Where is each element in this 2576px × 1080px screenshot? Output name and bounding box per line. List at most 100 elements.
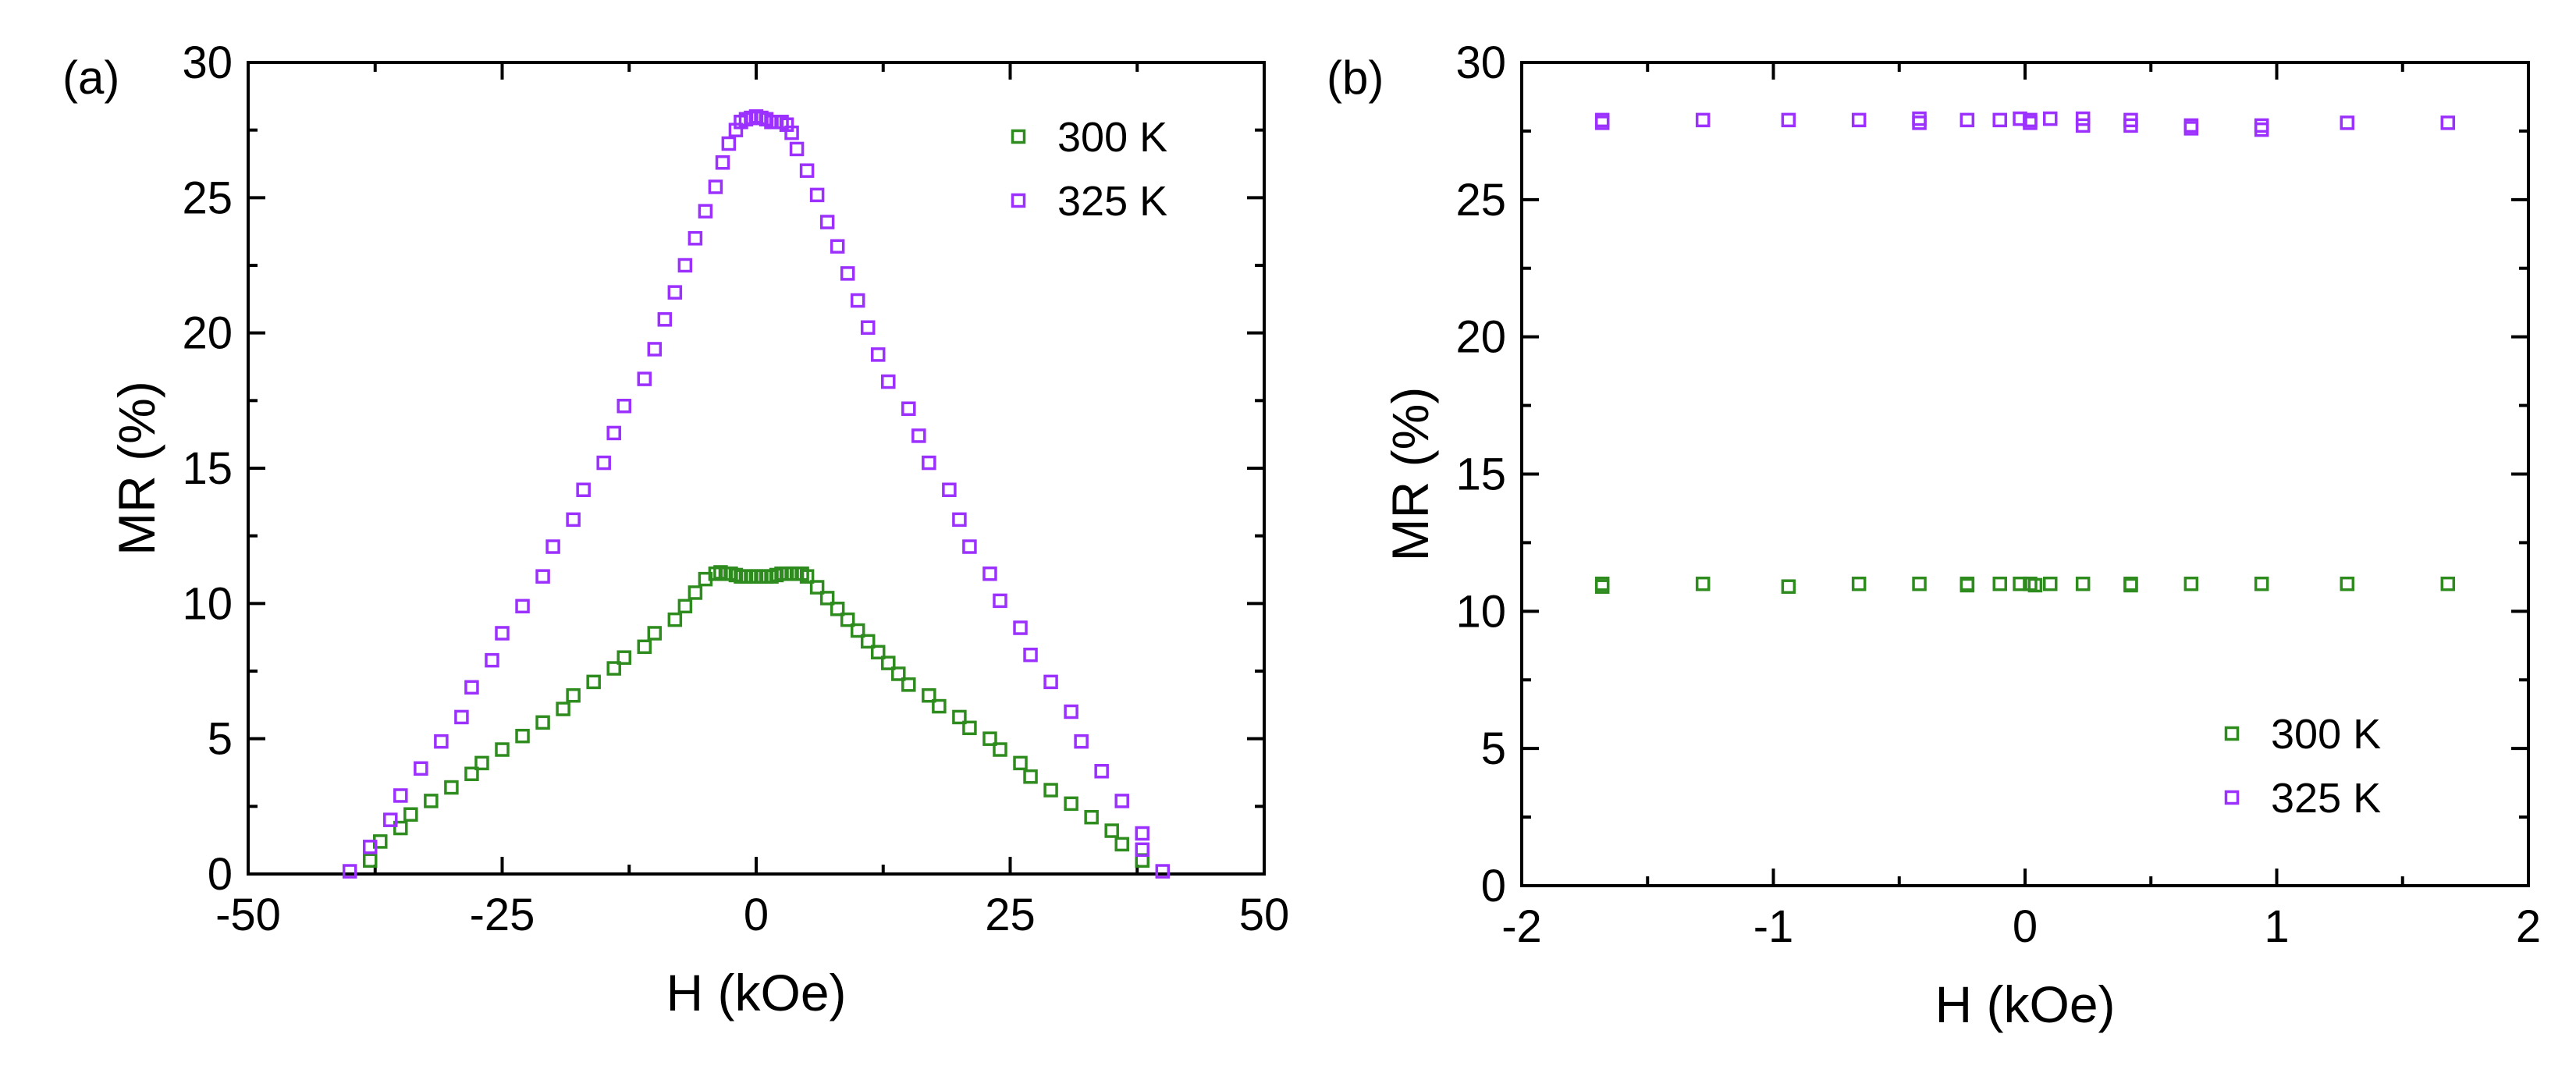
panel-a-y-tick-label: 10 (182, 578, 233, 629)
data-point (647, 626, 663, 641)
data-point (566, 512, 581, 528)
data-point (952, 512, 967, 528)
data-point (1594, 579, 1610, 594)
data-point (1064, 704, 1078, 719)
panel-a-label: (a) (62, 52, 119, 104)
data-point (789, 141, 805, 157)
data-point (1114, 837, 1129, 852)
data-point (586, 674, 601, 690)
data-point (708, 179, 723, 194)
panel-a-y-tick-label: 5 (208, 714, 233, 765)
data-point (616, 399, 631, 414)
data-point (840, 612, 855, 627)
panel-b-x-axis-title: H (kOe) (1935, 975, 2116, 1033)
panel-b-series-300k (1594, 576, 2456, 594)
panel-a-x-tick-label: 25 (985, 890, 1036, 940)
data-point (1074, 734, 1089, 749)
data-point (809, 580, 825, 595)
data-point (342, 864, 357, 879)
data-point (830, 602, 845, 616)
data-point (464, 680, 479, 695)
panel-b-legend-label: 325 K (2271, 775, 2381, 822)
panel-b-y-tick-label: 25 (1455, 175, 1506, 226)
data-point (1960, 577, 1975, 593)
data-point (819, 215, 835, 229)
data-point (2023, 115, 2038, 130)
data-point (474, 755, 489, 771)
data-point (667, 285, 683, 300)
data-point (616, 650, 631, 665)
data-point (2027, 577, 2043, 593)
data-point (962, 539, 977, 554)
panel-b-legend-marker (2224, 790, 2240, 805)
data-point (393, 820, 408, 836)
data-point (698, 204, 713, 218)
data-point (870, 347, 886, 362)
data-point (850, 293, 865, 308)
data-point (799, 163, 815, 178)
panel-b-legend-label: 300 K (2271, 711, 2381, 758)
data-point (962, 720, 977, 736)
data-point (495, 626, 510, 641)
data-point (922, 687, 936, 703)
data-point (870, 645, 886, 659)
panel-b-legend-marker (2224, 726, 2240, 741)
data-point (1135, 842, 1150, 858)
panel-b-y-tick-label: 10 (1455, 586, 1506, 637)
panel-b-x-tick-label: -2 (1501, 901, 1542, 952)
panel-a-x-axis-title: H (kOe) (666, 964, 847, 1021)
data-point (1695, 112, 1711, 128)
panel-a-y-tick-label: 30 (182, 37, 233, 88)
data-point (566, 687, 581, 703)
data-point (535, 715, 550, 730)
panel-a-series-325k (342, 109, 1171, 879)
data-point (1023, 769, 1038, 784)
data-point (942, 482, 957, 497)
data-point (2013, 576, 2027, 592)
data-point (2123, 577, 2138, 593)
data-point (1695, 576, 1711, 592)
data-point (2075, 576, 2091, 592)
data-point (1013, 755, 1028, 771)
data-point (515, 599, 530, 614)
data-point (911, 428, 926, 443)
data-point (891, 666, 906, 681)
data-point (715, 155, 730, 170)
data-point (393, 788, 408, 803)
data-point (606, 661, 621, 676)
data-point (403, 807, 418, 822)
panel-a-legend-label: 325 K (1057, 178, 1167, 225)
data-point (1594, 115, 1610, 130)
data-point (809, 187, 825, 203)
data-point (1064, 796, 1078, 812)
data-point (677, 258, 693, 273)
data-point (444, 780, 459, 795)
data-point (2254, 122, 2269, 137)
data-point (2340, 576, 2355, 592)
panel-b-x-tick-label: 2 (2516, 901, 2541, 952)
data-point (850, 623, 865, 638)
data-point (606, 425, 621, 441)
panel-a-y-tick-label: 25 (182, 172, 233, 223)
data-point (830, 239, 845, 254)
data-point (1912, 115, 1927, 130)
data-point (784, 125, 799, 140)
data-point (515, 728, 530, 744)
panel-b-plot-frame (1520, 61, 2530, 887)
data-point (1992, 576, 2007, 592)
data-point (1094, 764, 1109, 779)
data-point (901, 677, 916, 692)
data-point (860, 320, 876, 335)
panel-a-y-tick-label: 0 (208, 849, 233, 900)
data-point (1135, 826, 1150, 841)
data-point (922, 455, 936, 471)
data-point (362, 853, 378, 868)
data-point (993, 742, 1007, 757)
panel-a-series-300k (362, 565, 1150, 868)
data-point (982, 731, 997, 746)
data-point (362, 840, 378, 854)
panel-a-x-tick-label: 0 (744, 890, 769, 940)
data-point (1851, 112, 1867, 128)
data-point (1013, 620, 1028, 635)
